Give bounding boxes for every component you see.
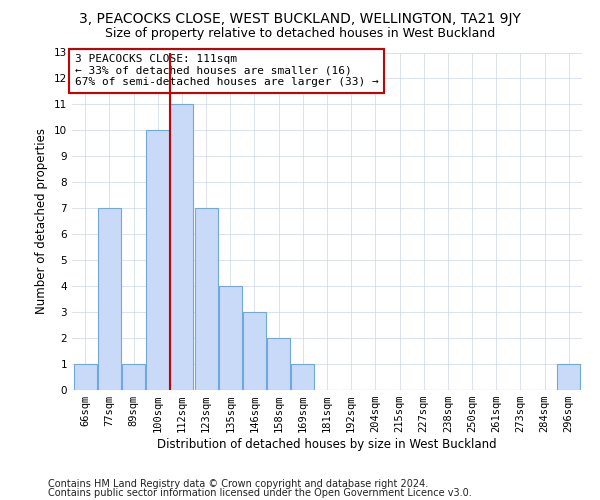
Bar: [146, 130, 169, 390]
Bar: [98, 208, 121, 390]
Bar: [243, 312, 266, 390]
Y-axis label: Number of detached properties: Number of detached properties: [35, 128, 49, 314]
Text: 3, PEACOCKS CLOSE, WEST BUCKLAND, WELLINGTON, TA21 9JY: 3, PEACOCKS CLOSE, WEST BUCKLAND, WELLIN…: [79, 12, 521, 26]
Text: Contains HM Land Registry data © Crown copyright and database right 2024.: Contains HM Land Registry data © Crown c…: [48, 479, 428, 489]
Bar: [194, 208, 218, 390]
Bar: [557, 364, 580, 390]
Bar: [74, 364, 97, 390]
Bar: [267, 338, 290, 390]
X-axis label: Distribution of detached houses by size in West Buckland: Distribution of detached houses by size …: [157, 438, 497, 451]
Bar: [292, 364, 314, 390]
Text: Size of property relative to detached houses in West Buckland: Size of property relative to detached ho…: [105, 28, 495, 40]
Bar: [122, 364, 145, 390]
Bar: [219, 286, 242, 390]
Text: 3 PEACOCKS CLOSE: 111sqm
← 33% of detached houses are smaller (16)
67% of semi-d: 3 PEACOCKS CLOSE: 111sqm ← 33% of detach…: [74, 54, 379, 88]
Bar: [170, 104, 193, 390]
Text: Contains public sector information licensed under the Open Government Licence v3: Contains public sector information licen…: [48, 488, 472, 498]
